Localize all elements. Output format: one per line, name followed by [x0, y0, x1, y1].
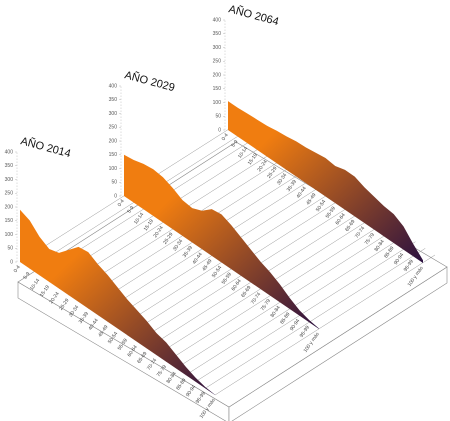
x-tick-label: 5-9 [230, 139, 239, 149]
y-tick-label: 300 [109, 111, 118, 117]
y-tick-label: 300 [213, 45, 222, 51]
depth-line [185, 234, 406, 376]
area [228, 101, 423, 263]
y-tick-label: 400 [213, 17, 222, 23]
y-tick-label: 200 [213, 72, 222, 78]
y-tick-label: 100 [5, 232, 14, 238]
y-tick-label: 0 [114, 193, 117, 199]
area [124, 154, 319, 329]
y-tick-label: 50 [215, 114, 221, 120]
x-tick-label: 5-9 [126, 205, 135, 215]
y-tick-label: 250 [213, 59, 222, 65]
y-tick-label: 100 [213, 100, 222, 106]
depth-line [205, 248, 426, 389]
y-tick-label: 350 [5, 163, 14, 169]
series-title: AÑO 2064 [227, 2, 280, 28]
series-title: AÑO 2029 [123, 68, 176, 94]
y-tick-label: 0 [218, 127, 221, 133]
y-tick-label: 400 [5, 149, 14, 155]
y-tick-label: 400 [109, 83, 118, 89]
y-tick-label: 50 [7, 246, 13, 252]
y-tick-label: 250 [109, 125, 118, 131]
y-tick-label: 0 [10, 259, 13, 265]
y-tick-label: 50 [111, 180, 117, 186]
y-tick-label: 150 [5, 218, 14, 224]
x-tick-label: 0-4 [221, 132, 230, 142]
x-tick-label: 0-4 [117, 198, 126, 208]
y-tick-label: 300 [5, 177, 14, 183]
y-tick-label: 350 [109, 97, 118, 103]
x-tick-label: 5-9 [22, 271, 31, 281]
y-tick-label: 150 [109, 152, 118, 158]
depth-line [195, 241, 416, 382]
area [20, 209, 215, 395]
y-tick-label: 150 [213, 86, 222, 92]
y-tick-label: 200 [5, 204, 14, 210]
y-tick-label: 200 [109, 138, 118, 144]
y-tick-label: 250 [5, 191, 14, 197]
series-title: AÑO 2014 [19, 134, 72, 160]
y-tick-label: 100 [109, 166, 118, 172]
y-tick-label: 350 [213, 31, 222, 37]
x-tick-label: 0-4 [13, 264, 22, 274]
depth-line [214, 254, 436, 396]
